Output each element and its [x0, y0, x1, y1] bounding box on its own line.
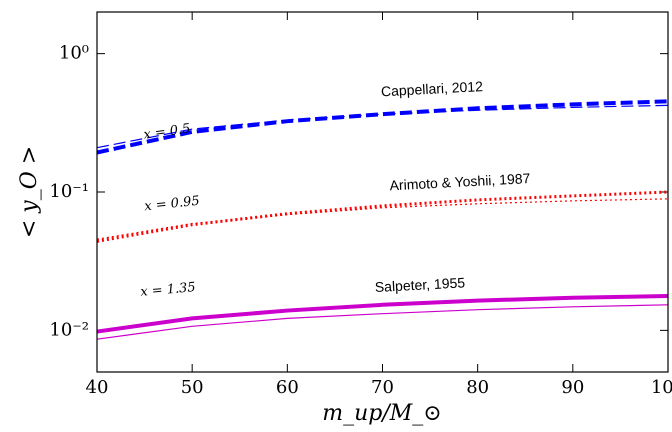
annotation: Arimoto & Yoshii, 1987: [389, 170, 531, 193]
x-tick-label: 90: [561, 377, 584, 398]
annotation: Salpeter, 1955: [374, 274, 465, 295]
annotation: x = 0.95: [144, 194, 201, 215]
x-axis-label: m_up/M_⊙: [322, 401, 442, 426]
series-line: [96, 104, 669, 149]
y-tick-label: 10⁻²: [49, 319, 89, 340]
series-line: [96, 198, 669, 240]
x-tick-label: 70: [371, 377, 394, 398]
plot-frame: [96, 11, 669, 373]
annotation: x = 1.35: [140, 280, 197, 300]
x-tick-label: 100: [651, 377, 672, 398]
x-tick-label: 60: [276, 377, 299, 398]
y-tick-label: 10⁻¹: [49, 181, 89, 202]
series-line: [96, 190, 669, 243]
annotation: Cappellari, 2012: [381, 78, 484, 99]
series-line: [96, 99, 669, 155]
series-line: [96, 294, 669, 334]
series-line: [96, 304, 669, 340]
x-tick-label: 80: [466, 377, 489, 398]
x-tick-label: 40: [86, 377, 109, 398]
x-tick-label: 50: [181, 377, 204, 398]
annotation: x = 0.5: [143, 121, 192, 142]
y-axis-label: < y_O >: [17, 146, 42, 238]
y-tick-label: 10⁰: [59, 43, 89, 64]
